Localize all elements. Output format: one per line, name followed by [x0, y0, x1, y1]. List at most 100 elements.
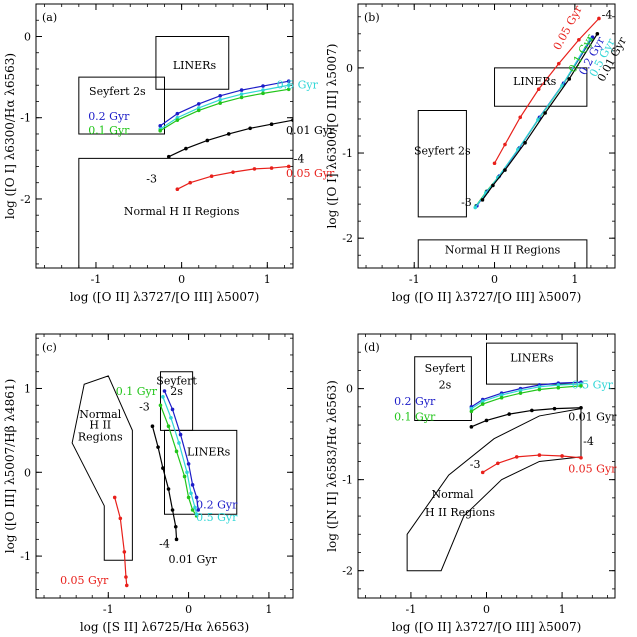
data-point-0-01-gyr [173, 524, 178, 529]
data-point-0-05-gyr [175, 187, 180, 192]
data-point-0-1-gyr [175, 118, 180, 122]
data-point-0-5-gyr [480, 399, 485, 404]
data-point-0-05-gyr [480, 470, 485, 475]
data-point-0-01-gyr [530, 408, 534, 413]
data-point-0-1-gyr [186, 495, 191, 500]
data-point-0-5-gyr [193, 505, 197, 510]
data-point-0-5-gyr [286, 83, 291, 88]
panel-label: (c) [42, 341, 57, 354]
annotation-liners: LINERs [510, 351, 554, 364]
data-point-0-01-gyr [184, 146, 188, 151]
data-point-0-2-gyr [239, 88, 244, 92]
data-point-0-05-gyr [579, 456, 583, 460]
data-point-0-01-gyr [150, 424, 155, 428]
data-point-0-2-gyr [196, 102, 201, 106]
data-point-0-05-gyr [577, 37, 581, 42]
data-point-0-05-gyr [514, 455, 519, 459]
annotation-4: -4 [602, 8, 613, 21]
annotation-4: -4 [159, 538, 170, 551]
x-axis-label: log ([O II] λ3727/[O III] λ5007) [392, 620, 582, 634]
data-point-0-2-gyr [158, 124, 163, 128]
data-point-0-05-gyr [492, 161, 497, 166]
x-tick-label: 1 [571, 273, 578, 286]
data-point-0-1-gyr [579, 384, 583, 388]
annotation-h-ii-regions: H II Regions [425, 506, 495, 519]
x-tick-label: 1 [264, 273, 271, 286]
data-point-0-2-gyr [218, 93, 222, 98]
data-point-0-05-gyr [536, 87, 541, 91]
annotation-normal: Normal [431, 488, 473, 501]
x-tick-label: -1 [91, 273, 102, 286]
data-point-0-05-gyr [597, 16, 601, 21]
annotation-0-5-gyr: 0.5 Gyr [196, 511, 238, 524]
data-point-0-2-gyr [286, 79, 291, 83]
data-point-0-01-gyr [579, 405, 583, 410]
y-tick-label: -2 [20, 193, 31, 206]
data-point-0-01-gyr [174, 537, 179, 542]
data-point-0-05-gyr [112, 495, 117, 500]
y-tick-label: 0 [346, 62, 353, 75]
annotation-0-5-gyr: 0.5 Gyr [572, 379, 614, 392]
annotation-seyfert: Seyfert [425, 362, 466, 375]
data-point-0-1-gyr [537, 387, 542, 392]
annotation-seyfert: Seyfert [156, 374, 197, 387]
annotation-0-1-gyr: 0.1 Gyr [394, 410, 436, 423]
x-tick-label: -1 [406, 603, 417, 616]
annotation-0-1-gyr: 0.1 Gyr [88, 124, 130, 137]
data-point-0-2-gyr [261, 84, 265, 88]
annotation-4: -4 [294, 152, 305, 165]
x-tick-label: 0 [483, 603, 490, 616]
x-axis-label: log ([O II] λ3727/[O III] λ5007) [392, 290, 582, 304]
x-tick-label: 1 [265, 603, 272, 616]
data-point-0-2-gyr [196, 508, 201, 512]
annotation-0-2-gyr: 0.2 Gyr [88, 110, 130, 123]
y-tick-label: 0 [346, 383, 353, 396]
y-axis-label: log ([O III] λ5007/Hβ λ4861) [3, 379, 17, 554]
data-point-0-01-gyr [269, 122, 274, 127]
x-tick-label: -1 [103, 603, 114, 616]
data-point-0-1-gyr [196, 108, 201, 113]
annotation-4: -4 [583, 435, 594, 448]
data-point-0-05-gyr [537, 453, 542, 457]
data-point-0-1-gyr [218, 101, 222, 105]
region-normal-h-ii-regions [71, 375, 133, 561]
data-point-0-2-gyr [170, 407, 175, 412]
annotation-liners: LINERs [513, 75, 557, 88]
plot-area [406, 342, 583, 572]
data-point-0-01-gyr [503, 168, 507, 172]
data-point-0-05-gyr [496, 461, 500, 466]
data-point-0-5-gyr [185, 470, 189, 475]
annotation-regions: Regions [78, 430, 123, 443]
region-normal-h-ii-regions [406, 408, 582, 572]
data-point-0-5-gyr [499, 393, 504, 397]
annotation-0-2-gyr: 0.2 Gyr [196, 498, 238, 511]
annotation-liners: LINERs [187, 446, 231, 459]
data-point-0-05-gyr [560, 454, 564, 458]
data-point-0-05-gyr [252, 167, 257, 171]
series-line-0-05-gyr [482, 454, 582, 473]
data-point-0-5-gyr [537, 385, 542, 389]
data-point-0-05-gyr [122, 550, 127, 554]
x-tick-label: 0 [178, 273, 185, 286]
data-point-0-01-gyr [552, 406, 557, 411]
data-point-0-1-gyr [469, 409, 474, 414]
x-tick-label: 1 [559, 603, 566, 616]
data-point-0-5-gyr [194, 512, 199, 516]
region-seyfert-2s [78, 76, 165, 135]
data-point-0-01-gyr [507, 412, 511, 416]
data-point-0-5-gyr [161, 395, 165, 399]
y-tick-label: -1 [20, 112, 31, 125]
data-point-0-1-gyr [174, 449, 179, 454]
series-line-0-1-gyr [159, 405, 198, 517]
region-seyfert-2s [417, 109, 467, 218]
data-point-0-2-gyr [190, 483, 195, 487]
annotation-normal-h-ii-regions: Normal H II Regions [124, 205, 240, 218]
y-tick-label: -1 [342, 147, 353, 160]
annotation-0-01-gyr: 0.01 Gyr [168, 553, 217, 566]
data-point-0-5-gyr [261, 88, 265, 92]
data-point-0-2-gyr [162, 389, 167, 393]
data-point-0-05-gyr [124, 575, 128, 579]
data-point-0-5-gyr [473, 205, 478, 210]
data-point-0-01-gyr [156, 445, 160, 449]
data-point-0-5-gyr [560, 83, 564, 88]
